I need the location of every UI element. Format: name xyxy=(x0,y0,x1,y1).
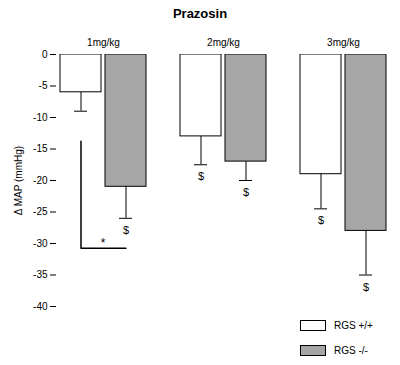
svg-text:$: $ xyxy=(243,186,249,198)
svg-text:3mg/kg: 3mg/kg xyxy=(327,37,360,48)
svg-text:$: $ xyxy=(123,224,129,236)
svg-text:2mg/kg: 2mg/kg xyxy=(207,37,240,48)
svg-text:-25: -25 xyxy=(33,206,48,217)
svg-text:-5: -5 xyxy=(39,80,48,91)
svg-text:1mg/kg: 1mg/kg xyxy=(87,37,120,48)
html-text:Prazosin: Prazosin xyxy=(172,6,228,21)
svg-text:$: $ xyxy=(198,170,204,182)
svg-text:-20: -20 xyxy=(33,175,48,186)
svg-text:-10: -10 xyxy=(33,112,48,123)
svg-text:-35: -35 xyxy=(33,269,48,280)
svg-text:-15: -15 xyxy=(33,143,48,154)
svg-text:*: * xyxy=(101,236,106,250)
svg-text:-40: -40 xyxy=(33,301,48,312)
svg-text:$: $ xyxy=(363,281,369,293)
svg-text:0: 0 xyxy=(42,49,48,60)
svg-text:$: $ xyxy=(318,214,324,226)
svg-text:Δ MAP (mmHg): Δ MAP (mmHg) xyxy=(13,146,24,215)
svg-text:-30: -30 xyxy=(33,238,48,249)
html-text:RGS -/-: RGS -/- xyxy=(334,345,368,356)
html-text:RGS +/+: RGS +/+ xyxy=(334,320,373,331)
